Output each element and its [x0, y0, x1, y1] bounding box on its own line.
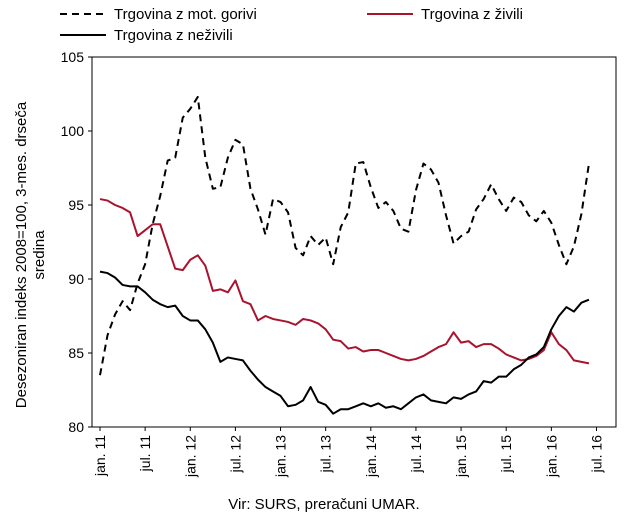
source-note: Vir: SURS, preračuni UMAR. — [228, 496, 419, 513]
plot-frame — [91, 56, 617, 428]
x-tick-label: jul. 12 — [227, 435, 243, 474]
x-tick-label: jul. 13 — [318, 435, 334, 474]
y-tick-label: 95 — [68, 197, 84, 213]
series-line-2 — [99, 198, 590, 365]
x-tick-label: jan. 16 — [543, 435, 559, 478]
x-tick-label: jul. 15 — [498, 435, 514, 474]
x-tick-label: jan. 11 — [92, 435, 108, 477]
x-tick-label: jan. 14 — [363, 435, 379, 478]
y-axis-ticks: 80 85 90 95 100 105 — [61, 49, 92, 435]
x-tick-label: jan. 12 — [182, 435, 198, 478]
x-axis-ticks: jan. 11 jul. 11 jan. 12 jul. 12 jan. 13 jul. … — [92, 427, 604, 478]
x-tick-label: jan. 13 — [273, 435, 289, 478]
y-tick-label: 80 — [68, 419, 84, 435]
y-axis-label-line-2: sredina — [31, 230, 48, 280]
y-tick-label: 90 — [68, 271, 84, 287]
legend-label-2: Trgovina z živili — [421, 6, 523, 23]
x-tick-label: jan. 15 — [453, 435, 469, 478]
y-tick-label: 100 — [61, 123, 85, 139]
series-line-1 — [99, 95, 590, 376]
legend-label-1: Trgovina z mot. gorivi — [114, 6, 257, 23]
series-line-3 — [99, 270, 590, 415]
y-tick-label: 85 — [68, 345, 84, 361]
legend: Trgovina z mot. gorivi Trgovina z živili T… — [60, 6, 523, 44]
x-tick-label: jul. 14 — [408, 435, 424, 474]
x-tick-label: jul. 11 — [137, 435, 153, 473]
y-axis-label-line-1: Desezoniran indeks 2008=100, 3-mes. drse… — [13, 101, 30, 408]
series-layer — [99, 95, 590, 415]
y-tick-label: 105 — [61, 49, 85, 65]
legend-label-3: Trgovina z neživili — [114, 27, 233, 44]
x-tick-label: jul. 16 — [588, 435, 604, 474]
plot-area — [91, 56, 617, 428]
